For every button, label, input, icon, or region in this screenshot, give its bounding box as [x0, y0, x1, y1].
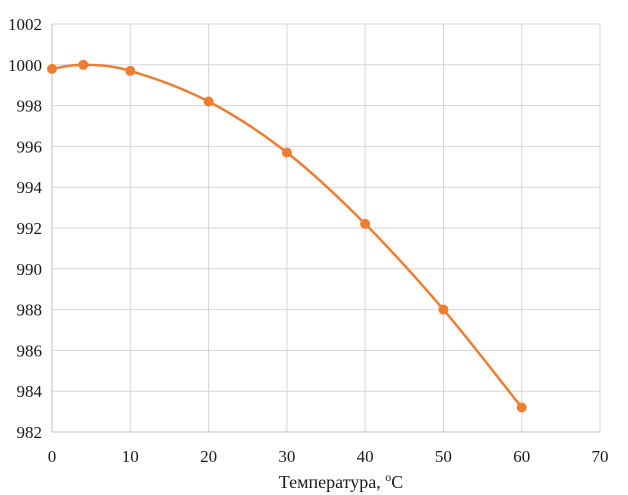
horizontal-gridlines: [52, 23, 600, 433]
y-tick-label: 1000: [8, 56, 42, 75]
x-axis-title: Температура, oC: [279, 470, 403, 492]
y-tick-label: 1002: [8, 15, 42, 34]
x-tick-label: 40: [357, 447, 374, 466]
y-tick-label: 984: [17, 382, 43, 401]
data-point: [125, 65, 136, 76]
data-point: [47, 63, 57, 74]
x-tick-label: 70: [592, 447, 609, 466]
x-tick-label: 10: [122, 447, 139, 466]
data-point: [281, 147, 292, 158]
x-axis-title-main: Температура,: [279, 472, 385, 492]
series-group: [47, 59, 527, 413]
y-tick-label: 990: [17, 260, 43, 279]
axes: [51, 24, 600, 433]
x-axis-tick-labels: 0 10 20 30 40 50 60 70: [48, 447, 609, 466]
y-tick-label: 982: [17, 423, 43, 442]
y-tick-label: 992: [17, 219, 43, 238]
data-point: [516, 402, 527, 413]
x-axis-title-superscript: o: [385, 470, 391, 484]
x-tick-label: 30: [278, 447, 295, 466]
data-point: [203, 96, 214, 107]
y-tick-label: 998: [17, 97, 43, 116]
x-tick-label: 50: [435, 447, 452, 466]
data-point: [360, 218, 371, 229]
x-tick-label: 0: [48, 447, 57, 466]
y-tick-label: 986: [17, 341, 43, 360]
x-tick-label: 60: [513, 447, 530, 466]
y-tick-label: 996: [17, 137, 43, 156]
x-axis-title-unit: C: [391, 472, 403, 492]
y-tick-label: 988: [17, 301, 43, 320]
x-tick-label: 20: [200, 447, 217, 466]
data-point: [78, 59, 89, 70]
data-point: [438, 304, 449, 315]
y-tick-label: 994: [17, 178, 43, 197]
y-axis-tick-labels: 982 984 986 988 990 992 994 996 998 1000 1002: [8, 15, 43, 442]
